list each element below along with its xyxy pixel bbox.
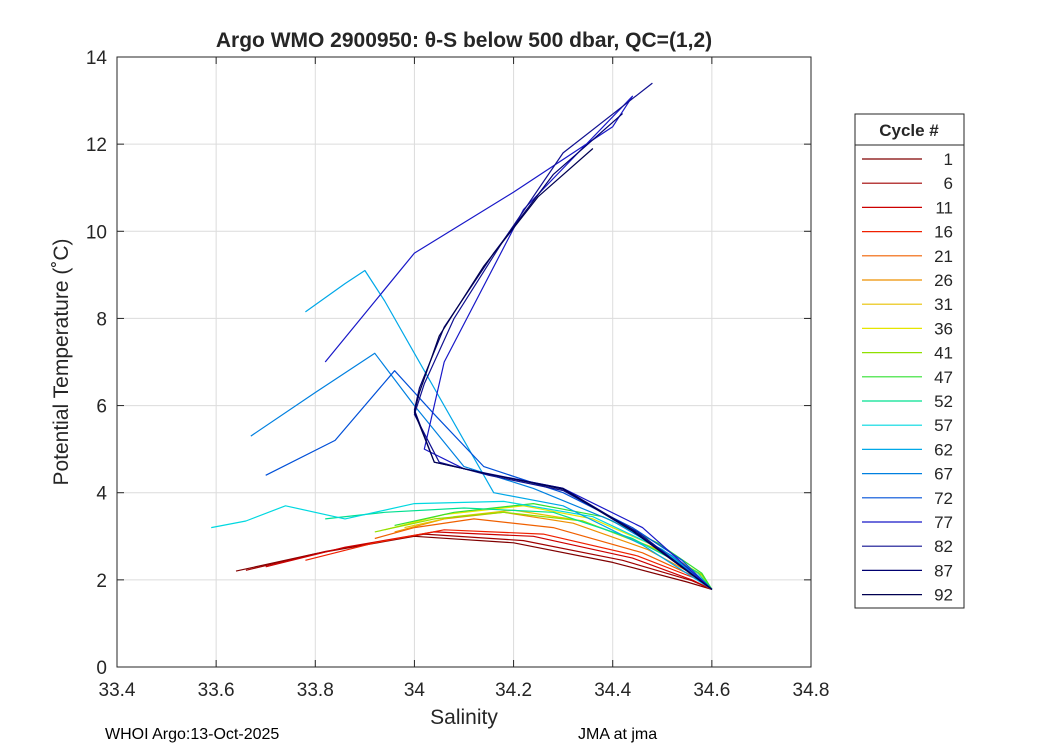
legend-label-cycle-77: 77 xyxy=(934,513,953,532)
x-tick-label: 34.6 xyxy=(693,680,730,701)
x-axis-label: Salinity xyxy=(430,706,498,729)
y-tick-label: 0 xyxy=(96,658,107,679)
legend-label-cycle-47: 47 xyxy=(934,368,953,387)
x-tick-label: 33.8 xyxy=(297,680,334,701)
legend-box xyxy=(854,113,965,609)
y-tick-label: 14 xyxy=(86,48,108,69)
legend: Cycle # 16111621263136414752576267727782… xyxy=(854,113,965,609)
legend-label-cycle-82: 82 xyxy=(934,537,953,556)
footer-institution: JMA at jma xyxy=(578,726,658,743)
series-line-cycle-52 xyxy=(325,507,713,590)
legend-label-cycle-87: 87 xyxy=(934,561,953,580)
legend-label-cycle-1: 1 xyxy=(944,150,953,169)
legend-label-cycle-92: 92 xyxy=(934,586,953,605)
y-axis-label: Potential Temperature (˚C) xyxy=(50,238,73,485)
x-tick-label: 34.2 xyxy=(495,680,532,701)
legend-label-cycle-52: 52 xyxy=(934,392,953,411)
legend-label-cycle-41: 41 xyxy=(934,344,953,363)
y-tick-label: 4 xyxy=(96,484,107,505)
legend-label-cycle-72: 72 xyxy=(934,489,953,508)
x-tick-label: 33.6 xyxy=(198,680,235,701)
legend-label-cycle-62: 62 xyxy=(934,440,953,459)
series-line-cycle-41 xyxy=(374,511,713,590)
grid-lines xyxy=(116,56,812,668)
chart-title: Argo WMO 2900950: θ-S below 500 dbar, QC… xyxy=(216,29,712,52)
x-tick-label: 33.4 xyxy=(99,680,136,701)
y-tick-label: 12 xyxy=(86,135,107,156)
legend-label-cycle-31: 31 xyxy=(934,295,953,314)
series-line-cycle-62 xyxy=(305,269,713,590)
legend-label-cycle-36: 36 xyxy=(934,319,953,338)
plot-area xyxy=(211,82,713,590)
legend-label-cycle-67: 67 xyxy=(934,465,953,484)
legend-label-cycle-11: 11 xyxy=(935,198,953,217)
series-line-cycle-11 xyxy=(265,531,713,590)
legend-label-cycle-6: 6 xyxy=(944,174,953,193)
legend-title: Cycle # xyxy=(879,121,939,140)
y-tick-label: 10 xyxy=(86,222,107,243)
series-line-cycle-77 xyxy=(324,95,713,590)
series-line-cycle-16 xyxy=(305,529,713,590)
legend-label-cycle-16: 16 xyxy=(934,223,953,242)
footer-source: WHOI Argo:13-Oct-2025 xyxy=(105,726,280,743)
x-tick-label: 34.4 xyxy=(594,680,631,701)
axes-box xyxy=(116,56,812,668)
x-tick-label: 34.8 xyxy=(793,680,830,701)
series-line-cycle-72 xyxy=(265,370,713,590)
series-line-cycle-57 xyxy=(211,500,713,590)
y-tick-label: 2 xyxy=(96,571,107,592)
series-line-cycle-92 xyxy=(413,148,713,590)
y-tick-label: 8 xyxy=(96,309,107,330)
legend-label-cycle-21: 21 xyxy=(934,247,953,266)
axis-ticks: 33.4 33.6 33.8 34 34.2 34.4 34.6 34.8 0 2 4 6 8 10 12 1… xyxy=(86,48,830,701)
x-tick-label: 34 xyxy=(404,680,426,701)
legend-label-cycle-26: 26 xyxy=(934,271,953,290)
legend-label-cycle-57: 57 xyxy=(934,416,953,435)
y-tick-label: 6 xyxy=(96,397,107,418)
